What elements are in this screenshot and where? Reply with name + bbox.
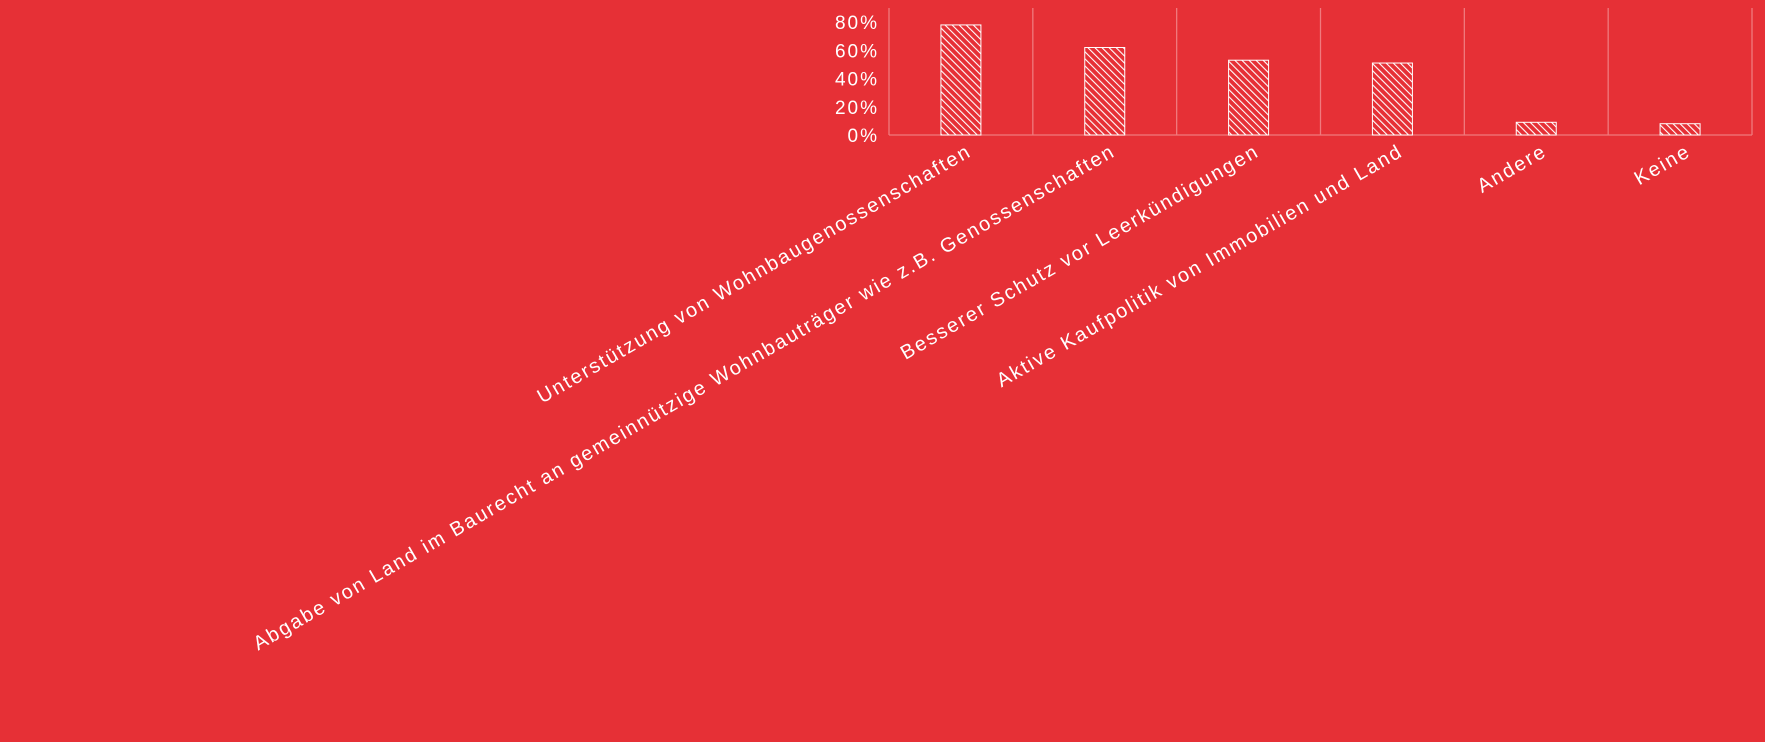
y-tick-label: 40% xyxy=(835,70,879,91)
y-tick-label: 60% xyxy=(835,41,879,62)
category-label: Keine xyxy=(1631,140,1695,190)
bar xyxy=(1515,121,1557,136)
y-tick-label: 0% xyxy=(848,126,879,147)
category-label: Abgabe von Land im Baurecht an gemeinnüt… xyxy=(250,140,1120,655)
bar xyxy=(1228,59,1270,136)
grid-lines xyxy=(888,8,1753,136)
category-labels: Unterstützung von Wohnbaugenossenschafte… xyxy=(250,140,1695,655)
bar xyxy=(1084,47,1126,136)
bar xyxy=(1371,62,1413,136)
y-tick-label: 80% xyxy=(835,13,879,34)
bar xyxy=(940,24,982,136)
y-axis-ticks: 0% 20% 40% 60% 80% xyxy=(835,13,879,147)
bar xyxy=(1659,123,1701,136)
y-tick-label: 20% xyxy=(835,98,879,119)
bars xyxy=(940,24,1701,136)
category-label: Andere xyxy=(1473,140,1550,197)
